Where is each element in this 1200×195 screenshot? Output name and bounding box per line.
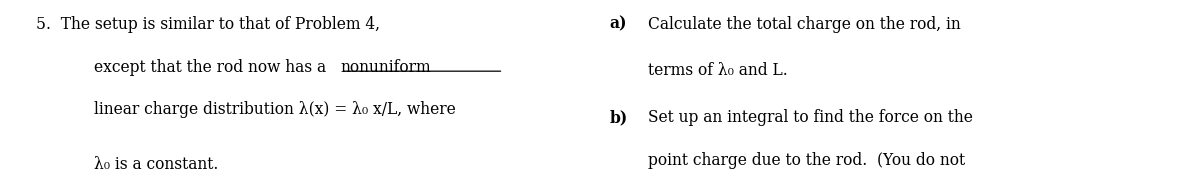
Text: Set up an integral to find the force on the: Set up an integral to find the force on … — [648, 109, 973, 126]
Text: nonuniform: nonuniform — [341, 58, 432, 75]
Text: except that the rod now has a: except that the rod now has a — [94, 58, 331, 75]
Text: b): b) — [610, 109, 628, 126]
Text: linear charge distribution λ(x) = λ₀ x/L, where: linear charge distribution λ(x) = λ₀ x/L… — [94, 101, 455, 118]
Text: Calculate the total charge on the rod, in: Calculate the total charge on the rod, i… — [648, 16, 961, 33]
Text: 5.  The setup is similar to that of Problem 4,: 5. The setup is similar to that of Probl… — [36, 16, 380, 33]
Text: a): a) — [610, 16, 628, 33]
Text: λ₀ is a constant.: λ₀ is a constant. — [94, 156, 218, 173]
Text: terms of λ₀ and L.: terms of λ₀ and L. — [648, 62, 787, 79]
Text: point charge due to the rod.  (You do not: point charge due to the rod. (You do not — [648, 152, 965, 169]
